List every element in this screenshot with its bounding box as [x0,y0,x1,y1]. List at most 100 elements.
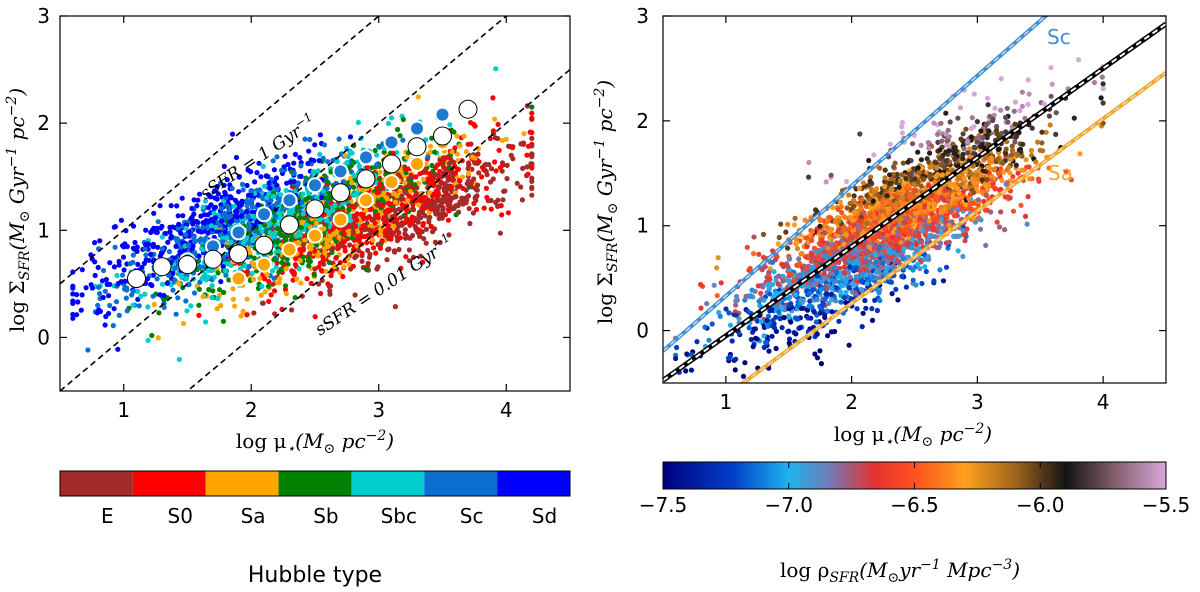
scatter-point [244,268,250,275]
scatter-point [760,284,766,290]
scatter-point [984,95,991,101]
scatter-point [262,289,268,295]
scatter-point [184,308,190,314]
scatter-point [1043,129,1049,135]
scatter-point [349,235,356,241]
scatter-point [398,265,404,271]
scatter-point [428,223,434,230]
scatter-point [256,160,262,166]
scatter-point [353,223,359,229]
scatter-point [341,264,347,270]
scatter-point [333,255,339,261]
scatter-point [196,237,202,243]
scatter-point [977,226,984,232]
scatter-point [347,218,354,224]
scatter-point [423,240,429,246]
scatter-point [388,236,394,242]
ssfr-reference-line [60,16,380,285]
scatter-point [418,253,424,259]
scatter-point [492,159,498,165]
scatter-point [189,205,195,212]
scatter-point [327,291,333,297]
scatter-point [174,203,180,209]
scatter-point [262,222,268,228]
scatter-point [528,161,534,167]
scatter-point [460,201,466,207]
scatter-point [116,262,122,268]
scatter-point [836,318,842,324]
scatter-point [493,66,499,72]
scatter-point [273,264,279,270]
scatter-point [161,292,167,299]
scatter-point [351,184,357,190]
scatter-point [268,197,274,204]
scatter-point [1012,139,1018,145]
scatter-point [740,373,747,379]
scatter-point [202,198,209,204]
scatter-point [277,196,283,203]
scatter-point [923,268,929,275]
scatter-point [417,210,424,216]
scatter-point [144,276,150,282]
scatter-point [826,229,833,235]
scatter-point [829,309,835,315]
scatter-point [492,116,498,122]
scatter-point [115,281,121,287]
scatter-point [402,180,408,186]
scatter-point [374,202,381,208]
scatter-point [1024,221,1030,227]
scatter-point [415,180,422,186]
y-tick-label: 3 [37,4,50,28]
scatter-point [410,254,417,260]
scatter-point [257,275,263,281]
scatter-point [345,231,351,237]
scatter-point [694,339,700,345]
scatter-point [502,188,508,194]
scatter-point [350,263,356,269]
scatter-point [258,174,264,180]
scatter-point [312,142,318,148]
scatter-point [190,220,196,226]
scatter-point [312,266,318,272]
scatter-point [408,220,414,226]
scatter-point [765,313,772,319]
scatter-point [283,291,289,297]
scatter-point [403,254,409,260]
scatter-point [116,312,122,318]
scatter-point [459,174,466,180]
scatter-point [802,217,808,223]
scatter-point [278,232,284,238]
scatter-point [392,199,399,205]
scatter-point [292,151,298,157]
scatter-point [457,143,463,149]
scatter-point [466,205,472,212]
scatter-point [346,207,352,213]
scatter-point [240,308,246,314]
scatter-point [161,297,167,303]
scatter-point [382,209,389,215]
scatter-point [211,274,217,280]
scatter-point [355,119,361,126]
scatter-point [143,241,149,248]
scatter-point [232,203,238,209]
scatter-point [168,233,175,239]
scatter-point [397,215,404,221]
scatter-point [273,175,279,181]
scatter-point [325,281,331,287]
scatter-point [167,229,173,235]
scatter-point [300,191,306,197]
scatter-point [974,119,981,125]
scatter-point [403,190,409,196]
scatter-point [368,206,374,212]
scatter-point [274,182,280,189]
scatter-point [455,184,461,190]
scatter-point [760,231,767,237]
scatter-point [291,170,297,176]
scatter-point [219,218,225,224]
scatter-point [148,251,154,257]
scatter-point [92,272,98,279]
colorbar-segment [60,471,133,496]
scatter-point [244,312,250,318]
scatter-point [1068,177,1074,183]
